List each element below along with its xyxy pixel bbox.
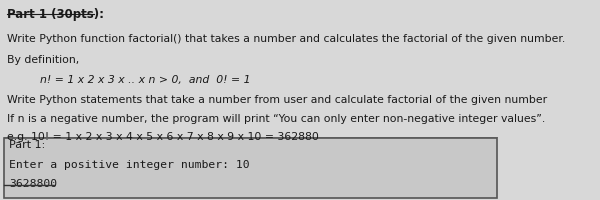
Text: 3628800: 3628800 <box>9 178 57 188</box>
Text: Part 1 (30pts):: Part 1 (30pts): <box>7 8 104 21</box>
Text: By definition,: By definition, <box>7 55 79 65</box>
FancyBboxPatch shape <box>4 138 497 198</box>
Text: n! = 1 x 2 x 3 x .. x n > 0,  and  0! = 1: n! = 1 x 2 x 3 x .. x n > 0, and 0! = 1 <box>40 75 251 85</box>
Text: If n is a negative number, the program will print “You can only enter non-negati: If n is a negative number, the program w… <box>7 113 545 123</box>
Text: Write Python function factorial() that takes a number and calculates the factori: Write Python function factorial() that t… <box>7 34 565 44</box>
Text: Enter a positive integer number: 10: Enter a positive integer number: 10 <box>9 159 250 169</box>
Text: Write Python statements that take a number from user and calculate factorial of : Write Python statements that take a numb… <box>7 95 547 105</box>
Text: Part 1:: Part 1: <box>9 139 45 149</box>
Text: e.g. 10! = 1 x 2 x 3 x 4 x 5 x 6 x 7 x 8 x 9 x 10 = 362880: e.g. 10! = 1 x 2 x 3 x 4 x 5 x 6 x 7 x 8… <box>7 131 319 141</box>
